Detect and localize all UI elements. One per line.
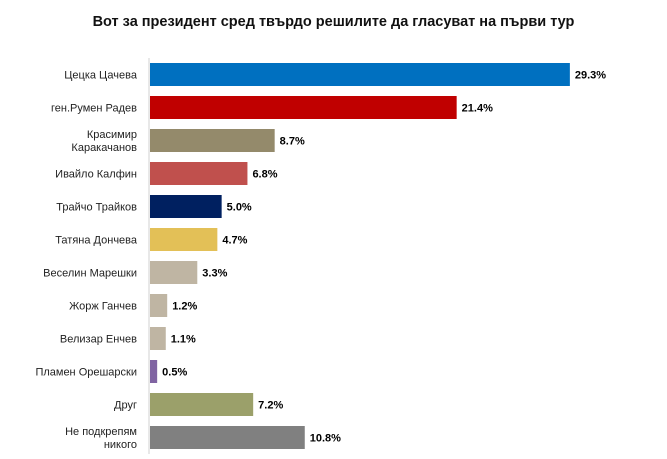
value-label-11: 7.2%	[258, 400, 283, 412]
bars	[150, 63, 570, 449]
value-label-7: 3.3%	[202, 268, 227, 280]
category-label-1: Цецка Цачева	[64, 70, 138, 82]
category-label-3: Красимир Каракачанов	[71, 129, 137, 154]
category-label-2: ген.Румен Радев	[51, 103, 137, 115]
category-label-12: Не подкрепям никого	[65, 426, 137, 451]
bar-2	[150, 96, 457, 119]
category-label-8: Жорж Ганчев	[69, 301, 137, 313]
value-label-2: 21.4%	[462, 103, 493, 115]
category-label-5: Трайчо Трайков	[56, 202, 137, 214]
bar-3	[150, 129, 275, 152]
value-label-9: 1.1%	[171, 334, 196, 346]
bar-1	[150, 63, 570, 86]
bar-7	[150, 261, 198, 284]
value-label-8: 1.2%	[172, 301, 197, 313]
value-label-1: 29.3%	[575, 70, 606, 82]
value-label-12: 10.8%	[310, 433, 341, 445]
value-label-10: 0.5%	[162, 367, 187, 379]
bar-9	[150, 327, 166, 350]
bar-5	[150, 195, 222, 218]
category-labels: Цецка Цачева ген.Румен Радев Красимир Карак…	[35, 70, 137, 452]
category-label-11: Друг	[114, 400, 137, 412]
value-label-3: 8.7%	[280, 136, 305, 148]
category-label-10: Пламен Орешарски	[35, 367, 137, 379]
chart-title: Вот за президент сред твърдо решилите да…	[92, 14, 575, 30]
category-label-4: Ивайло Калфин	[55, 169, 137, 181]
value-label-4: 6.8%	[252, 169, 277, 181]
category-label-7: Веселин Марешки	[43, 268, 137, 280]
bar-4	[150, 162, 248, 185]
category-label-9: Велизар Енчев	[60, 334, 137, 346]
category-label-6: Татяна Дончева	[55, 235, 138, 247]
value-label-6: 4.7%	[222, 235, 247, 247]
bar-8	[150, 294, 168, 317]
bar-10	[150, 360, 158, 383]
bar-11	[150, 393, 254, 416]
bar-6	[150, 228, 218, 251]
value-labels: 29.3% 21.4% 8.7% 6.8% 5.0% 4.7% 3.3% 1.2% 1.1% 0.…	[162, 70, 606, 445]
bar-12	[150, 426, 305, 449]
value-label-5: 5.0%	[227, 202, 252, 214]
